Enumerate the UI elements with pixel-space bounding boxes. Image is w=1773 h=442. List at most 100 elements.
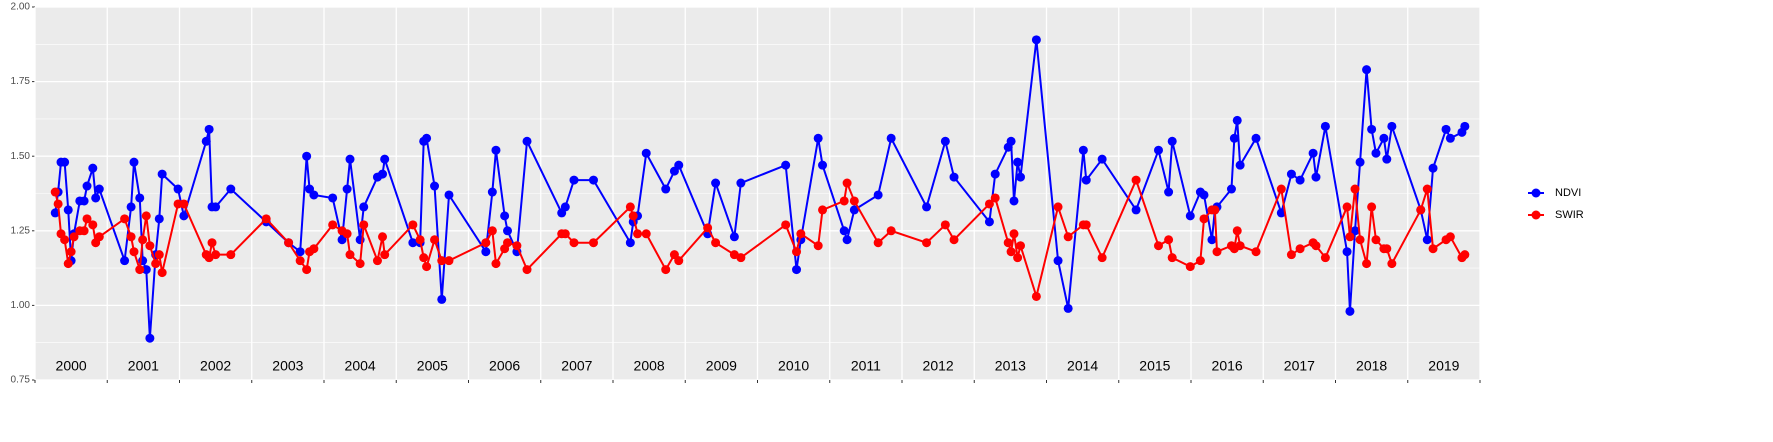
data-point — [886, 133, 896, 143]
data-point — [444, 190, 454, 200]
data-point — [1063, 303, 1073, 313]
y-tick-label: 1.00 — [11, 300, 31, 311]
data-point — [430, 235, 440, 245]
data-point — [126, 232, 136, 242]
year-label: 2009 — [706, 358, 737, 374]
data-point — [487, 226, 497, 236]
data-point — [1428, 163, 1438, 173]
data-point — [1167, 253, 1177, 263]
data-point — [1295, 244, 1305, 254]
data-point — [1345, 232, 1355, 242]
data-point — [1015, 241, 1025, 251]
data-point — [873, 190, 883, 200]
data-point — [940, 136, 950, 146]
data-point — [88, 163, 98, 173]
data-point — [1185, 211, 1195, 221]
data-point — [419, 253, 429, 263]
data-point — [145, 333, 155, 343]
data-point — [588, 175, 598, 185]
data-point — [120, 214, 130, 224]
data-point — [154, 250, 164, 260]
data-point — [1428, 244, 1438, 254]
data-point — [641, 229, 651, 239]
data-point — [1276, 184, 1286, 194]
data-point — [173, 184, 183, 194]
data-point — [337, 235, 347, 245]
data-point — [1167, 136, 1177, 146]
data-point — [328, 193, 338, 203]
data-point — [842, 178, 852, 188]
data-point — [1251, 247, 1261, 257]
legend-point — [1531, 188, 1541, 198]
data-point — [1286, 250, 1296, 260]
data-point — [359, 220, 369, 230]
data-point — [1371, 235, 1381, 245]
year-label: 2003 — [272, 358, 303, 374]
y-tick-label: 1.50 — [11, 151, 31, 162]
data-point — [1342, 202, 1352, 212]
data-point — [1164, 235, 1174, 245]
data-point — [1445, 232, 1455, 242]
data-point — [1460, 250, 1470, 260]
data-point — [818, 160, 828, 170]
data-point — [1164, 187, 1174, 197]
year-label: 2013 — [995, 358, 1026, 374]
data-point — [922, 202, 932, 212]
data-point — [1009, 196, 1019, 206]
data-point — [1003, 238, 1013, 248]
data-point — [1320, 253, 1330, 263]
data-point — [661, 184, 671, 194]
y-tick-label: 0.75 — [11, 375, 31, 386]
data-point — [1416, 205, 1426, 215]
data-point — [50, 208, 60, 218]
data-point — [79, 196, 89, 206]
year-label: 2016 — [1212, 358, 1243, 374]
data-point — [940, 220, 950, 230]
data-point — [1212, 247, 1222, 257]
year-label: 2000 — [56, 358, 87, 374]
data-point — [781, 220, 791, 230]
data-point — [444, 256, 454, 266]
data-point — [1207, 235, 1217, 245]
data-point — [204, 124, 214, 134]
data-point — [625, 202, 635, 212]
data-point — [1382, 244, 1392, 254]
data-point — [437, 256, 447, 266]
data-point — [126, 202, 136, 212]
data-point — [560, 202, 570, 212]
data-point — [1097, 154, 1107, 164]
data-point — [990, 169, 1000, 179]
data-point — [1371, 148, 1381, 158]
data-point — [1460, 121, 1470, 131]
data-point — [849, 205, 859, 215]
data-point — [1235, 241, 1245, 251]
data-point — [711, 178, 721, 188]
data-point — [1441, 124, 1451, 134]
year-label: 2002 — [200, 358, 231, 374]
data-point — [359, 202, 369, 212]
data-point — [481, 247, 491, 257]
data-point — [481, 238, 491, 248]
data-point — [1229, 133, 1239, 143]
data-point — [674, 256, 684, 266]
data-point — [1445, 133, 1455, 143]
data-point — [66, 247, 76, 257]
legend-label: SWIR — [1555, 209, 1584, 221]
data-point — [1387, 121, 1397, 131]
year-label: 2005 — [417, 358, 448, 374]
data-point — [1031, 291, 1041, 301]
data-point — [1422, 235, 1432, 245]
data-point — [154, 214, 164, 224]
data-point — [1199, 190, 1209, 200]
data-point — [641, 148, 651, 158]
data-point — [295, 247, 305, 257]
data-point — [120, 256, 130, 266]
data-point — [1387, 259, 1397, 269]
data-point — [1195, 256, 1205, 266]
data-point — [569, 238, 579, 248]
data-point — [503, 238, 513, 248]
data-point — [295, 256, 305, 266]
data-point — [415, 235, 425, 245]
data-point — [491, 145, 501, 155]
data-point — [345, 154, 355, 164]
